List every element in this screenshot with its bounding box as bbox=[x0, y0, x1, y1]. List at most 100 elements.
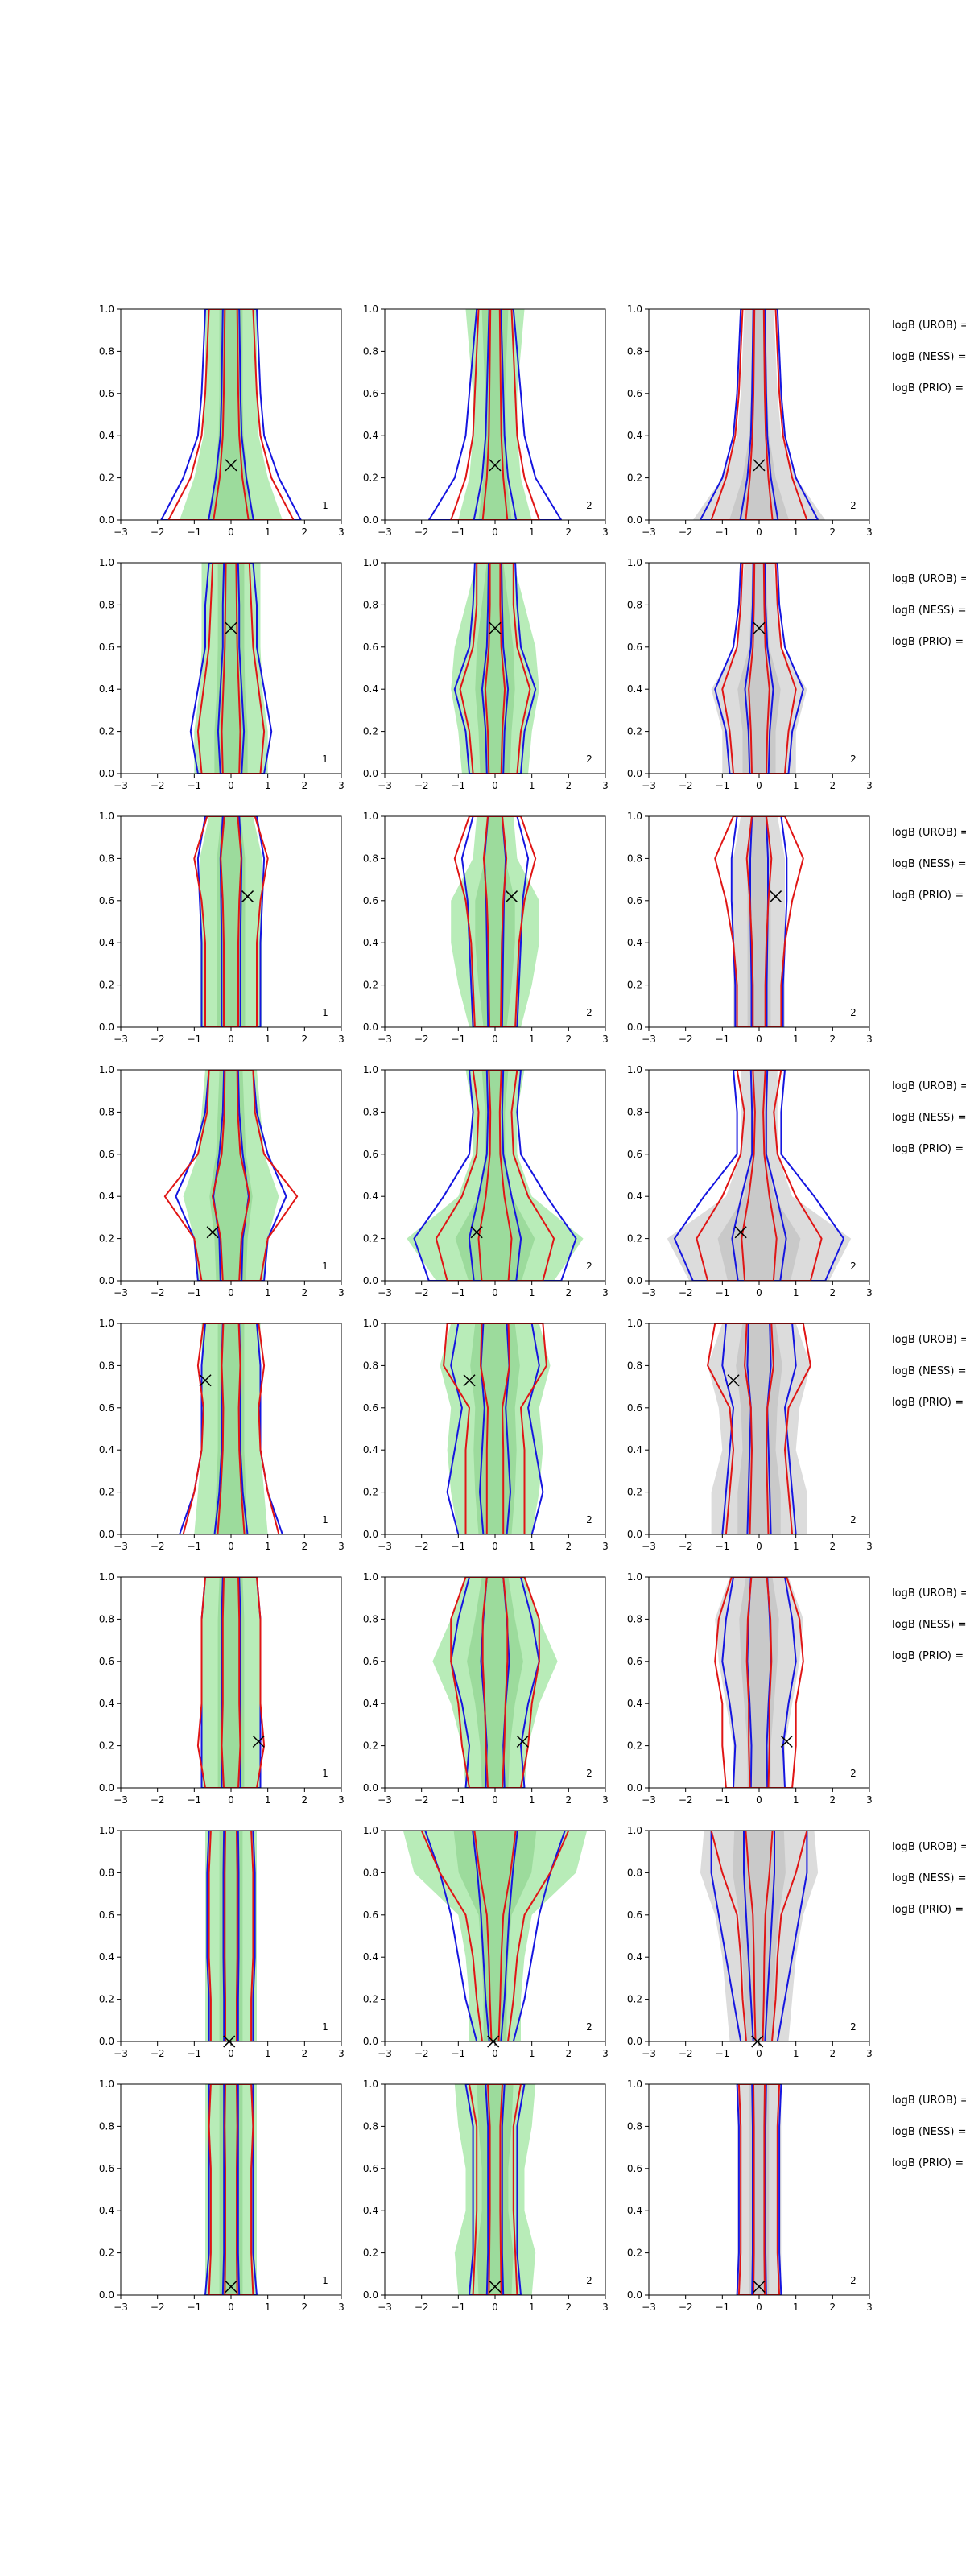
x-tick-label: 1 bbox=[529, 526, 535, 538]
y-tick-label: 0.0 bbox=[99, 1275, 114, 1286]
y-tick-label: 0.2 bbox=[627, 980, 642, 991]
blue-contour-outer bbox=[196, 816, 266, 1027]
x-tick-label: 0 bbox=[228, 1794, 234, 1806]
red-contour-inner bbox=[481, 309, 509, 520]
red-contour-outer bbox=[469, 2084, 522, 2295]
fill-inner-region bbox=[477, 2084, 514, 2295]
y-tick-label: 0.6 bbox=[627, 642, 642, 653]
y-tick-label: 0.2 bbox=[99, 726, 114, 737]
x-tick-label: −3 bbox=[378, 526, 392, 538]
x-tick-label: −1 bbox=[715, 1541, 729, 1552]
x-tick-label: 3 bbox=[866, 2048, 873, 2059]
y-tick-label: 0.4 bbox=[363, 683, 378, 695]
x-tick-label: −1 bbox=[715, 1794, 729, 1806]
y-tick-label: 0.6 bbox=[363, 1909, 378, 1921]
y-tick-label: 0.6 bbox=[99, 2163, 114, 2174]
blue-contour-outer bbox=[446, 1323, 544, 1534]
blue-contour-inner bbox=[744, 563, 774, 774]
x-tick-label: 0 bbox=[756, 1287, 762, 1298]
red-contour-outer bbox=[208, 1831, 254, 2041]
true-value-marker bbox=[753, 2280, 766, 2293]
x-tick-label: 0 bbox=[228, 1287, 234, 1298]
y-tick-label: 0.0 bbox=[99, 1022, 114, 1033]
red-contour-inner bbox=[477, 1070, 513, 1281]
y-tick-label: 0.2 bbox=[363, 1994, 378, 2005]
y-tick-label: 0.4 bbox=[99, 937, 114, 948]
blue-contour-inner bbox=[217, 563, 246, 774]
y-tick-label: 0.4 bbox=[363, 2205, 378, 2216]
x-tick-label: −2 bbox=[679, 2301, 693, 2313]
x-tick-label: −1 bbox=[715, 526, 729, 538]
x-tick-label: −2 bbox=[679, 780, 693, 791]
x-tick-label: 3 bbox=[866, 1034, 873, 1045]
y-tick-label: 0.8 bbox=[99, 852, 114, 864]
x-tick-label: −3 bbox=[378, 780, 392, 791]
x-tick-label: 2 bbox=[302, 780, 308, 791]
y-tick-label: 0.8 bbox=[99, 1867, 114, 1878]
x-tick-label: 0 bbox=[756, 526, 762, 538]
y-tick-label: 0.6 bbox=[363, 388, 378, 399]
panel-index-label: 1 bbox=[322, 2021, 328, 2033]
panel-r3-c3: −3 −2 −1 0 1 2 3 0.0 0.2 0.4 0.6 0.8 1.0 2 bbox=[627, 811, 873, 1045]
x-tick-label: 2 bbox=[302, 1794, 308, 1806]
logb-text-line: logB (NESS) = bbox=[892, 1619, 966, 1631]
blue-contour-inner bbox=[485, 2084, 506, 2295]
y-tick-label: 0.6 bbox=[627, 1149, 642, 1160]
x-tick-label: 2 bbox=[830, 526, 836, 538]
y-tick-label: 0.4 bbox=[363, 430, 378, 441]
x-tick-label: −3 bbox=[378, 1541, 392, 1552]
x-tick-label: 3 bbox=[866, 1794, 873, 1806]
fill-inner-region bbox=[717, 1070, 801, 1281]
true-value-marker bbox=[225, 459, 237, 472]
x-tick-label: 2 bbox=[830, 2048, 836, 2059]
x-tick-label: 2 bbox=[566, 526, 572, 538]
x-tick-label: −2 bbox=[679, 1541, 693, 1552]
y-tick-label: 0.8 bbox=[627, 599, 642, 610]
red-contour-outer bbox=[450, 309, 540, 520]
y-tick-label: 0.8 bbox=[627, 1613, 642, 1624]
logb-text-line: logB (UROB) = bbox=[892, 1080, 966, 1092]
x-tick-label: −1 bbox=[451, 780, 465, 791]
x-tick-label: 3 bbox=[338, 2301, 345, 2313]
y-tick-label: 1.0 bbox=[363, 811, 378, 822]
x-tick-label: −2 bbox=[679, 1287, 693, 1298]
x-tick-label: 1 bbox=[529, 1541, 535, 1552]
x-tick-label: 3 bbox=[338, 526, 345, 538]
y-tick-label: 1.0 bbox=[99, 1825, 114, 1836]
red-contour-inner bbox=[741, 1070, 778, 1281]
y-tick-label: 1.0 bbox=[99, 557, 114, 568]
blue-contour-outer bbox=[413, 1070, 577, 1281]
red-contour-outer bbox=[435, 1070, 555, 1281]
x-tick-label: −1 bbox=[451, 1794, 465, 1806]
true-value-marker bbox=[252, 1735, 265, 1748]
panel-index-label: 2 bbox=[850, 2275, 857, 2286]
x-tick-label: 1 bbox=[529, 780, 535, 791]
y-tick-label: 0.8 bbox=[627, 345, 642, 357]
panel-index-label: 2 bbox=[586, 1514, 592, 1525]
blue-contour-inner bbox=[746, 1323, 772, 1534]
blue-contour-outer bbox=[721, 1323, 797, 1534]
blue-contour-inner bbox=[473, 309, 518, 520]
panel-r6-c1: −3 −2 −1 0 1 2 3 0.0 0.2 0.4 0.6 0.8 1.0 1 bbox=[99, 1571, 345, 1806]
y-tick-label: 0.6 bbox=[363, 895, 378, 906]
y-tick-label: 0.0 bbox=[627, 1529, 642, 1540]
x-tick-label: −2 bbox=[415, 526, 429, 538]
red-contour-outer bbox=[714, 1577, 804, 1788]
x-tick-label: 0 bbox=[228, 2301, 234, 2313]
x-tick-label: −2 bbox=[151, 1034, 165, 1045]
x-tick-label: 2 bbox=[566, 2301, 572, 2313]
y-tick-label: 0.8 bbox=[99, 599, 114, 610]
x-tick-label: 3 bbox=[602, 1541, 609, 1552]
x-tick-label: −3 bbox=[378, 1794, 392, 1806]
red-contour-inner bbox=[224, 2084, 238, 2295]
y-tick-label: 0.4 bbox=[99, 683, 114, 695]
logb-text-line: logB (PRIO) = bbox=[892, 636, 964, 648]
y-tick-label: 0.4 bbox=[99, 1191, 114, 1202]
y-tick-label: 1.0 bbox=[363, 1825, 378, 1836]
y-tick-label: 0.2 bbox=[363, 2248, 378, 2259]
y-tick-label: 0.0 bbox=[363, 2036, 378, 2047]
y-tick-label: 0.8 bbox=[99, 345, 114, 357]
y-tick-label: 0.8 bbox=[627, 852, 642, 864]
x-tick-label: 3 bbox=[602, 780, 609, 791]
x-tick-label: 2 bbox=[302, 1034, 308, 1045]
